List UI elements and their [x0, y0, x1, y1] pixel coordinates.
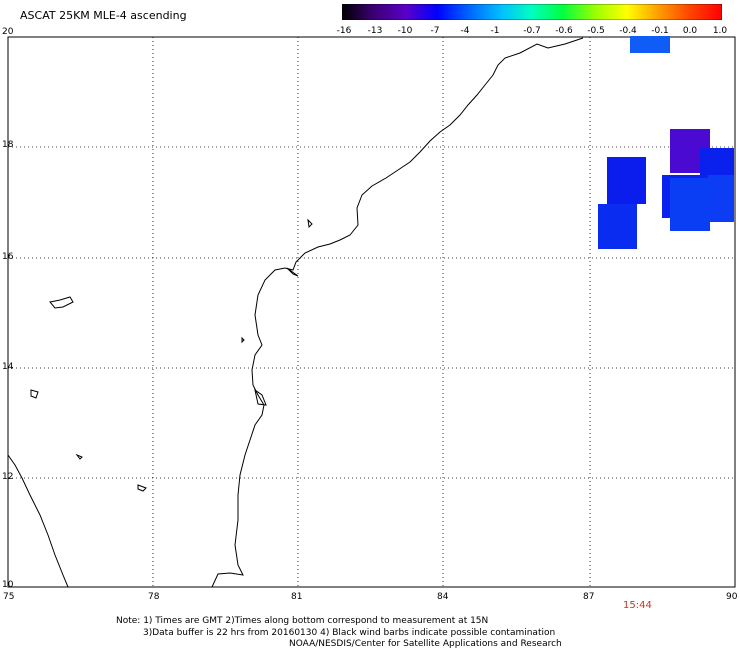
note-line-3: NOAA/NESDIS/Center for Satellite Applica…: [289, 639, 562, 649]
map-title: ASCAT 25KM MLE-4 ascending: [20, 9, 187, 22]
island: [254, 388, 267, 406]
colorbar-label: -0.4: [619, 26, 637, 36]
lon-label: 90: [726, 592, 738, 602]
lat-label: 14: [2, 362, 14, 372]
lat-label: 18: [2, 140, 14, 150]
colorbar-label: -0.1: [651, 26, 669, 36]
island: [75, 453, 83, 460]
island: [241, 336, 245, 344]
data-cell: [708, 175, 734, 222]
east-coast: [211, 37, 584, 588]
colorbar-label: -0.7: [523, 26, 541, 36]
colorbar: [342, 4, 722, 20]
colorbar-label: -7: [430, 26, 440, 36]
colorbar-label: -1: [490, 26, 500, 36]
data-cell: [700, 148, 734, 175]
data-cell: [630, 36, 670, 53]
note-line-2: 3)Data buffer is 22 hrs from 20160130 4)…: [143, 628, 556, 638]
colorbar-label: -4: [460, 26, 470, 36]
lon-label: 75: [3, 592, 15, 602]
colorbar-label: -0.6: [555, 26, 573, 36]
data-cell: [662, 175, 710, 218]
lon-label: 78: [148, 592, 160, 602]
colorbar-labels: -16 -13 -10 -7 -4 -1 -0.7 -0.6 -0.5 -0.4…: [328, 26, 736, 38]
island: [286, 267, 299, 277]
island: [49, 296, 74, 309]
coastline: [7, 37, 584, 588]
island: [30, 389, 39, 399]
west-coast: [7, 454, 69, 588]
lat-label: 20: [2, 27, 14, 37]
lat-label: 16: [2, 252, 14, 262]
lon-label: 81: [291, 592, 303, 602]
data-cell: [670, 178, 710, 231]
colorbar-label: -13: [367, 26, 383, 36]
pass-time-label: 15:44: [623, 600, 652, 611]
note-line-1: Note: 1) Times are GMT 2)Times along bot…: [116, 616, 489, 626]
data-cell: [670, 129, 710, 173]
map-frame: [7, 36, 736, 588]
gridlines: [8, 37, 735, 587]
island: [307, 218, 313, 229]
colorbar-label: -0.5: [587, 26, 605, 36]
data-cell: [607, 157, 646, 204]
colorbar-label: 0.0: [682, 26, 698, 36]
colorbar-label: -16: [336, 26, 352, 36]
colorbar-label: -10: [397, 26, 413, 36]
island: [137, 484, 147, 492]
colorbar-label: 1.0: [712, 26, 728, 36]
lon-label: 87: [583, 592, 595, 602]
lat-label: 10: [2, 580, 14, 590]
scatterometer-data: [598, 36, 734, 249]
lon-label: 84: [437, 592, 449, 602]
lat-label: 12: [2, 472, 14, 482]
data-cell: [598, 204, 637, 249]
